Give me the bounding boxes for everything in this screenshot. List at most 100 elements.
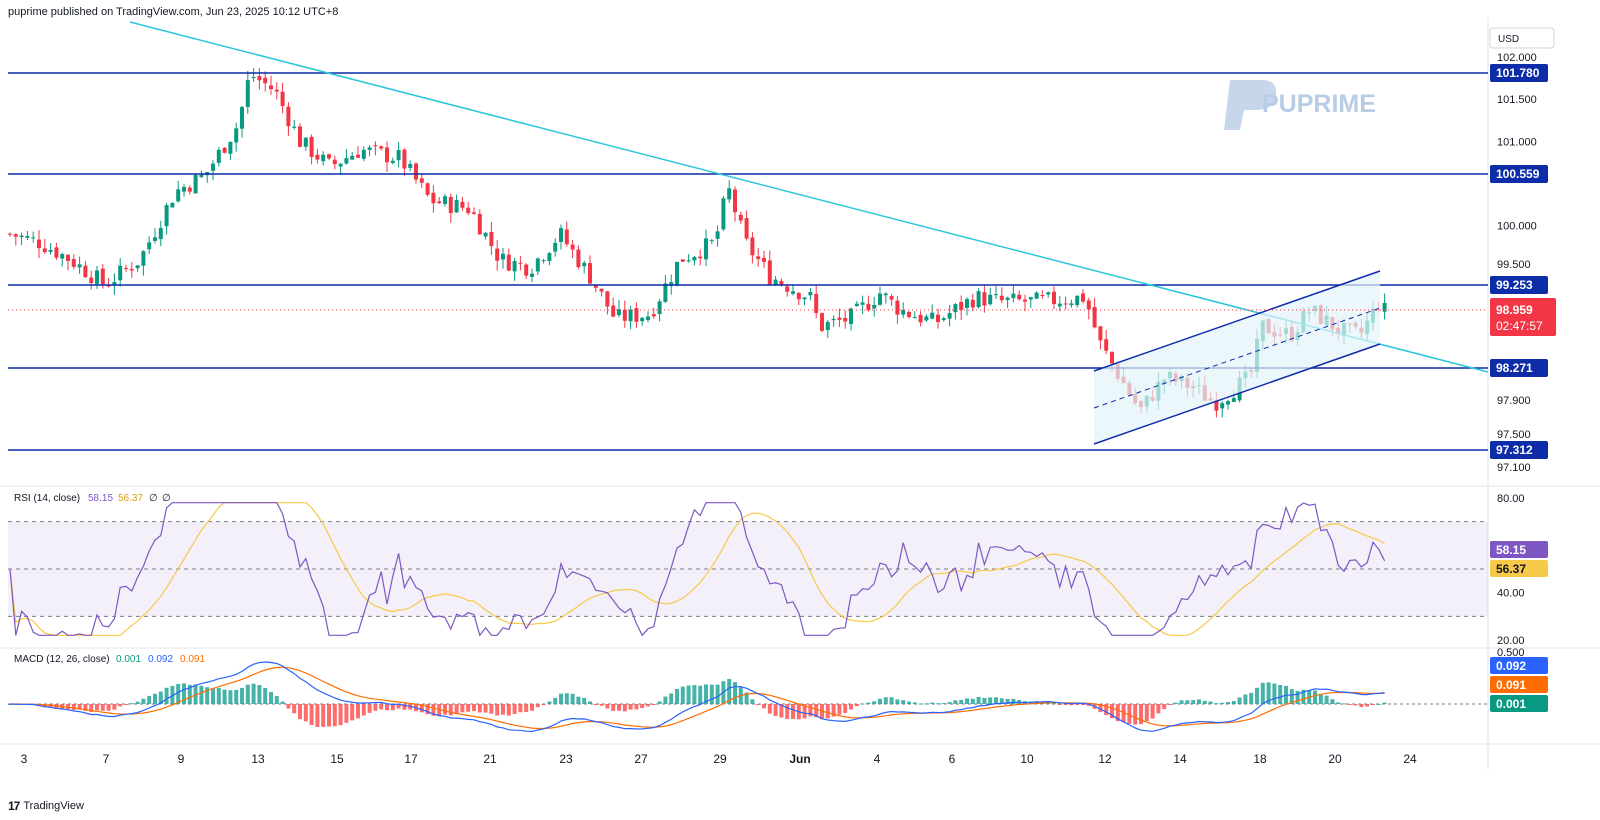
macd-histogram-bar [338,704,343,726]
candle-body [332,159,337,165]
candle-body [466,207,471,214]
macd-histogram-bar [657,701,662,704]
macd-histogram-bar [912,702,917,704]
time-axis-label: 14 [1173,752,1187,766]
candle-body [628,309,633,322]
macd-histogram-bar [205,687,210,704]
candle-body [535,258,540,272]
candle-body [576,249,581,268]
macd-histogram-bar [251,683,256,704]
time-axis-label: 13 [251,752,265,766]
macd-histogram-bar [1365,704,1370,707]
candle-body [280,91,285,107]
price-tick-label: 99.500 [1497,259,1531,271]
time-axis-label: 18 [1253,752,1267,766]
rsi-pane[interactable]: 80.00 40.00 20.00 58.15 56.37 [8,493,1548,647]
macd-histogram-bar [715,684,720,704]
macd-histogram-bar [680,686,685,704]
macd-histogram-bar [182,683,186,704]
currency-box[interactable] [1489,27,1555,49]
candle-body [257,76,262,81]
macd-hist-tag [1490,695,1548,712]
macd-histogram-bar [576,696,581,704]
candle-body [1063,303,1068,305]
macd-histogram-bar [321,704,326,727]
macd-histogram-bar [1173,702,1178,704]
candle-body [54,247,59,258]
macd-histogram-bar [907,701,911,704]
macd-histogram-bar [1272,683,1277,704]
macd-histogram-bar [1231,701,1236,704]
macd-histogram-bar [837,704,842,715]
macd-histogram-bar [709,684,714,704]
time-axis-label: 24 [1403,752,1417,766]
macd-histogram-bar [1052,703,1056,705]
candle-body [895,300,900,315]
candle-body [135,265,140,269]
macd-signal-tag [1490,676,1548,693]
candle-body [994,294,998,296]
candle-body [657,301,662,315]
candle-body [379,146,384,149]
candle-body [1092,306,1097,328]
macd-histogram-bar [767,704,772,714]
rsi-value-tag-label: 58.15 [1496,543,1526,557]
macd-histogram-bar [1249,692,1254,704]
macd-histogram-bar [994,697,998,704]
candle-body [669,282,674,286]
macd-legend-hist: 0.001 [116,654,141,665]
macd-histogram-bar [199,685,204,704]
candle-body [176,189,181,202]
macd-histogram-bar [83,704,88,711]
channel-lower-line[interactable] [1093,343,1381,445]
candle-body [338,163,343,167]
macd-histogram-bar [651,704,656,705]
rsi-value-tag [1490,541,1548,558]
macd-histogram-bar [263,687,268,704]
macd-histogram-bar [327,704,331,727]
candle-body [124,268,128,270]
rsi-tick-label: 40.00 [1497,588,1525,600]
macd-histogram-bar [269,691,273,704]
macd-histogram-bar [976,696,981,704]
macd-histogram-bar [419,704,424,713]
candle-body [419,178,424,183]
time-axis-label: 6 [949,752,956,766]
candle-body [385,147,389,163]
macd-histogram-bar [1289,689,1294,704]
candle-body [95,270,99,284]
macd-histogram-bar [918,703,923,705]
candle-body [559,228,563,243]
macd-histogram-bar [524,704,529,713]
candle-body [367,147,372,150]
macd-histogram-bar [1208,701,1213,704]
candle-body [651,314,656,317]
candle-body [750,237,755,256]
macd-histogram-bar [744,692,749,704]
macd-histogram-bar [518,704,523,713]
channel-midline [1093,307,1381,409]
macd-histogram-bar [1168,704,1172,705]
candle-body [477,213,482,235]
macd-histogram-bar [924,703,929,705]
macd-histogram-bar [245,684,250,704]
macd-histogram-bar [1127,704,1132,724]
level-price-tag [1490,276,1548,294]
candle-body [408,163,413,168]
macd-histogram-bar [367,704,372,713]
candle-body [512,260,517,272]
candle-body [854,303,859,307]
rsi-ma-tag [1490,560,1548,577]
candle-body [692,256,697,261]
channel-fill [1094,271,1380,444]
candle-body [733,189,737,213]
channel-upper-line[interactable] [1093,270,1381,372]
macd-histogram-bar [1260,682,1265,704]
candle-body [448,196,453,213]
candle-body [646,316,650,320]
candle-body [912,317,917,319]
macd-hist-tag-label: 0.001 [1496,697,1526,711]
macd-histogram-bar [588,701,592,704]
